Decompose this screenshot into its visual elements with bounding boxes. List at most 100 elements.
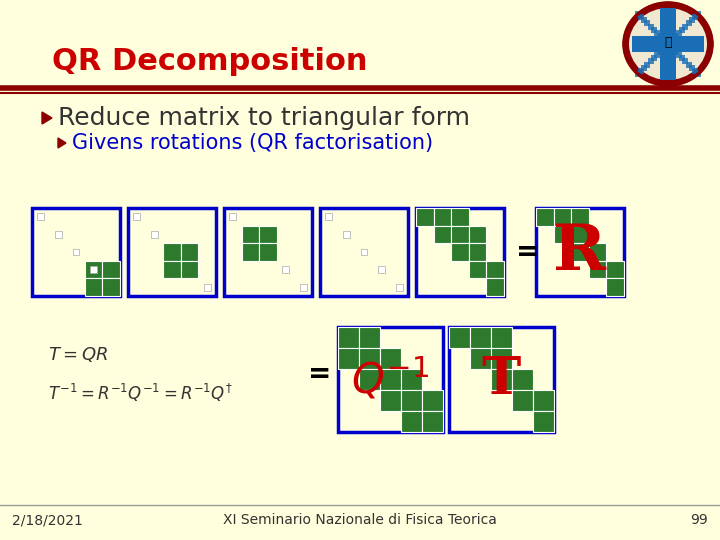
Bar — [667, 43, 672, 49]
Bar — [536, 208, 554, 226]
Bar — [676, 30, 682, 36]
Bar — [491, 348, 512, 369]
Bar — [259, 243, 276, 261]
Bar — [380, 369, 401, 390]
Bar — [181, 243, 199, 261]
Bar — [660, 36, 666, 42]
Ellipse shape — [629, 8, 707, 80]
Bar — [673, 33, 679, 39]
Bar — [554, 226, 571, 243]
Bar — [491, 369, 512, 390]
Text: =: = — [516, 238, 539, 266]
Bar — [204, 284, 210, 291]
Bar — [433, 208, 451, 226]
Bar — [647, 58, 654, 64]
Bar — [338, 327, 443, 432]
Polygon shape — [42, 112, 52, 124]
Bar — [571, 243, 589, 261]
Bar — [647, 24, 654, 30]
Bar — [487, 261, 504, 279]
Bar — [230, 213, 236, 220]
Text: =: = — [308, 360, 332, 388]
Bar — [642, 17, 647, 23]
Bar — [638, 68, 644, 74]
Bar — [259, 226, 276, 243]
Bar — [660, 8, 676, 80]
Bar — [422, 390, 443, 411]
Bar — [692, 68, 698, 74]
Bar — [242, 243, 259, 261]
Text: 99: 99 — [690, 513, 708, 527]
Bar — [589, 243, 606, 261]
Bar — [663, 43, 670, 49]
Bar — [242, 226, 259, 243]
Bar — [32, 208, 120, 296]
Bar — [470, 348, 491, 369]
Bar — [635, 11, 641, 17]
Bar — [654, 30, 660, 36]
Bar — [133, 213, 140, 220]
Bar — [359, 369, 380, 390]
Text: $T^{-1} = R^{-1}Q^{-1} = R^{-1}Q^{\dagger}$: $T^{-1} = R^{-1}Q^{-1} = R^{-1}Q^{\dagge… — [48, 382, 233, 404]
Bar — [606, 279, 624, 296]
Bar — [401, 390, 422, 411]
Bar — [679, 27, 685, 33]
Bar — [644, 62, 650, 68]
Bar — [679, 55, 685, 61]
Text: T: T — [482, 354, 521, 405]
Bar — [491, 327, 512, 348]
Bar — [102, 261, 120, 279]
Bar — [359, 327, 380, 348]
Bar — [469, 226, 487, 243]
Bar — [380, 348, 401, 369]
Bar — [128, 208, 216, 296]
Bar — [651, 55, 657, 61]
Bar — [300, 284, 307, 291]
Bar — [470, 327, 491, 348]
Bar — [571, 208, 589, 226]
Bar — [606, 261, 624, 279]
Bar — [422, 411, 443, 432]
Bar — [181, 261, 199, 279]
Bar — [670, 36, 676, 42]
Bar — [151, 231, 158, 238]
Bar — [396, 284, 402, 291]
Bar — [449, 327, 470, 348]
Bar — [689, 65, 695, 71]
Bar — [512, 390, 533, 411]
Bar — [416, 208, 504, 296]
Bar — [73, 248, 79, 255]
Bar — [380, 390, 401, 411]
Bar — [657, 49, 663, 55]
Ellipse shape — [624, 3, 712, 85]
Bar — [667, 39, 672, 45]
Bar — [638, 14, 644, 20]
Bar — [416, 208, 433, 226]
Text: R: R — [554, 221, 606, 282]
Bar — [338, 327, 359, 348]
Bar — [320, 208, 408, 296]
Bar — [163, 261, 181, 279]
Bar — [401, 411, 422, 432]
Bar — [695, 11, 701, 17]
Bar — [654, 52, 660, 58]
Bar — [644, 21, 650, 26]
Bar — [469, 261, 487, 279]
Text: Givens rotations (QR factorisation): Givens rotations (QR factorisation) — [72, 133, 433, 153]
Bar — [660, 46, 666, 52]
Bar — [451, 226, 469, 243]
Text: $Q^{-1}$: $Q^{-1}$ — [351, 356, 430, 403]
Bar — [487, 279, 504, 296]
Bar — [451, 208, 469, 226]
Bar — [689, 17, 695, 23]
Bar — [554, 208, 571, 226]
Bar — [571, 226, 589, 243]
Bar — [683, 58, 688, 64]
Bar — [449, 327, 554, 432]
Bar — [401, 369, 422, 390]
Bar — [378, 266, 385, 273]
Bar — [685, 62, 691, 68]
Bar — [533, 390, 554, 411]
Text: Reduce matrix to triangular form: Reduce matrix to triangular form — [58, 106, 470, 130]
Bar — [433, 226, 451, 243]
